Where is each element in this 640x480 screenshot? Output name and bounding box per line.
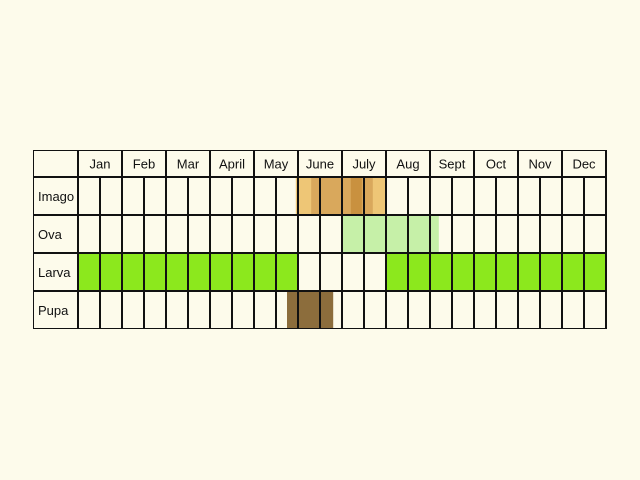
stage-label-pupa: Pupa xyxy=(38,303,69,318)
month-label-aug: Aug xyxy=(396,157,419,172)
ova-band-0 xyxy=(342,215,439,253)
month-label-mar: Mar xyxy=(177,157,200,172)
month-label-july: July xyxy=(352,157,376,172)
stage-label-larva: Larva xyxy=(38,265,71,280)
month-label-oct: Oct xyxy=(486,157,507,172)
month-label-june: June xyxy=(306,157,334,172)
life-cycle-calendar: Jan Feb Mar April May June July Aug Sept Oct Nov De… xyxy=(33,150,607,329)
stage-label-ova: Ova xyxy=(38,227,63,242)
pupa-band-0 xyxy=(287,291,334,329)
month-label-sept: Sept xyxy=(439,157,466,172)
imago-band-2 xyxy=(350,177,362,215)
month-label-feb: Feb xyxy=(133,157,155,172)
month-label-nov: Nov xyxy=(528,157,552,172)
month-label-may: May xyxy=(264,157,289,172)
month-label-jan: Jan xyxy=(90,157,111,172)
month-label-april: April xyxy=(219,157,245,172)
stage-label-imago: Imago xyxy=(38,189,74,204)
month-label-dec: Dec xyxy=(572,157,596,172)
